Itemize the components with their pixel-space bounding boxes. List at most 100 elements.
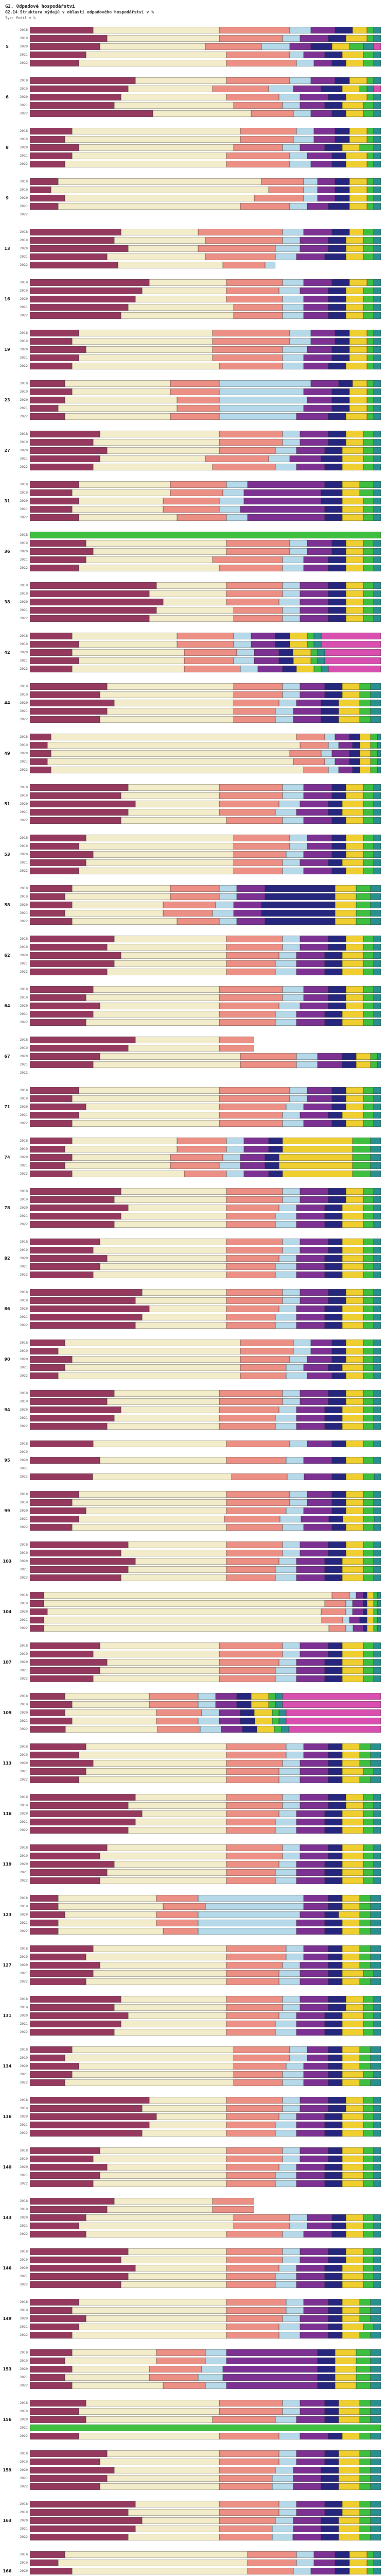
bar-segment	[219, 1120, 283, 1127]
bar-segment	[374, 194, 381, 201]
stacked-bar	[30, 564, 381, 571]
bar-segment	[374, 1616, 378, 1623]
bar-segment	[121, 952, 226, 959]
bar-segment	[363, 1406, 374, 1413]
bar-row: 2019	[12, 2407, 381, 2415]
bar-segment	[205, 253, 276, 260]
bar-segment	[286, 2062, 304, 2070]
bar-segment	[128, 2248, 226, 2255]
stacked-bar	[30, 1137, 381, 1144]
bar-segment	[342, 2129, 363, 2137]
stacked-bar	[30, 1869, 381, 1876]
bar-segment	[331, 851, 346, 858]
bar-segment	[216, 1701, 237, 1708]
bar-segment	[328, 2046, 342, 2053]
bar-segment	[237, 1701, 251, 1708]
bar-segment	[30, 885, 72, 892]
bar-segment	[226, 2323, 279, 2330]
bar-segment	[360, 1751, 371, 1758]
bar-segment	[296, 1422, 325, 1430]
stacked-bar	[30, 2206, 381, 2213]
bar-segment	[363, 1852, 374, 1859]
bar-segment	[72, 1154, 170, 1161]
bar-segment	[345, 303, 363, 311]
bar-segment	[198, 1927, 297, 1935]
bar-segment	[233, 640, 251, 648]
bar-segment	[328, 1743, 342, 1750]
bar-segment	[279, 1002, 301, 1009]
bar-segment	[342, 1246, 363, 1253]
bar-segment	[170, 893, 220, 900]
bar-segment	[247, 2551, 297, 2558]
bar-segment	[30, 93, 121, 100]
bar-row: 2019	[12, 488, 381, 497]
bar-segment	[342, 859, 363, 866]
bar-segment	[293, 707, 322, 715]
bar-segment	[30, 649, 72, 656]
bar-segment	[30, 312, 121, 319]
bar-row: 2021	[12, 2524, 381, 2533]
bar-segment	[219, 1414, 276, 1421]
bar-segment	[363, 952, 374, 959]
bar-segment	[363, 51, 374, 58]
bar-segment	[370, 2315, 381, 2322]
bar-segment	[30, 1709, 65, 1716]
bar-segment	[279, 2113, 297, 2120]
bar-segment	[283, 943, 301, 951]
stacked-bar	[30, 2432, 381, 2439]
bar-segment	[363, 463, 374, 470]
bar-segment	[30, 2432, 79, 2439]
bar-segment-empty	[254, 1045, 381, 1052]
bar-segment	[30, 1154, 72, 1161]
bar-segment	[342, 1566, 363, 1573]
bar-segment	[296, 1212, 325, 1219]
bar-segment	[374, 2028, 381, 2036]
row-year-label: 2020	[20, 2064, 28, 2068]
bar-segment	[335, 733, 349, 740]
bar-segment	[226, 1557, 279, 1565]
bar-segment	[149, 279, 226, 286]
bar-segment	[219, 2525, 272, 2532]
stacked-bar	[30, 1877, 381, 1884]
bar-segment	[303, 2071, 328, 2078]
bar-segment	[221, 1725, 243, 1733]
bar-segment	[30, 2248, 128, 2255]
bar-segment	[324, 1658, 342, 1666]
bar-segment	[370, 1053, 378, 1060]
bar-segment	[30, 1347, 58, 1354]
bar-segment	[363, 842, 374, 850]
bar-segment	[345, 994, 363, 1001]
bar-segment	[300, 1793, 328, 1801]
bar-segment	[363, 2155, 374, 2162]
row-year-label: 2019	[20, 2258, 28, 2262]
bar-segment	[219, 1044, 255, 1052]
bar-segment	[30, 85, 128, 92]
bar-segment	[93, 2155, 226, 2162]
group-id-label: 19	[4, 347, 10, 352]
bar-segment	[226, 1574, 276, 1581]
bar-segment	[219, 1406, 279, 1413]
bar-segment	[275, 2517, 293, 2524]
bar-segment	[279, 1860, 297, 1868]
bar-segment	[349, 354, 367, 361]
bar-segment	[198, 1894, 304, 1902]
bar-segment	[272, 1709, 279, 1716]
bar-segment	[205, 1903, 304, 1910]
bar-segment	[300, 935, 328, 942]
bar-segment	[233, 101, 283, 109]
bar-segment	[374, 968, 381, 975]
stacked-bar	[30, 1398, 381, 1405]
bar-segment	[30, 135, 65, 143]
bar-segment	[30, 1364, 65, 1371]
bar-segment	[219, 388, 304, 395]
bar-segment	[233, 606, 283, 614]
bar-segment	[296, 1053, 318, 1060]
bar-segment	[366, 135, 374, 143]
bar-segment	[275, 1667, 297, 1674]
bar-segment	[374, 1566, 381, 1573]
bar-row: 2020	[12, 2213, 381, 2222]
bar-segment	[283, 1793, 301, 1801]
bar-row: 2019	[12, 1347, 381, 1355]
bar-segment	[360, 699, 371, 706]
